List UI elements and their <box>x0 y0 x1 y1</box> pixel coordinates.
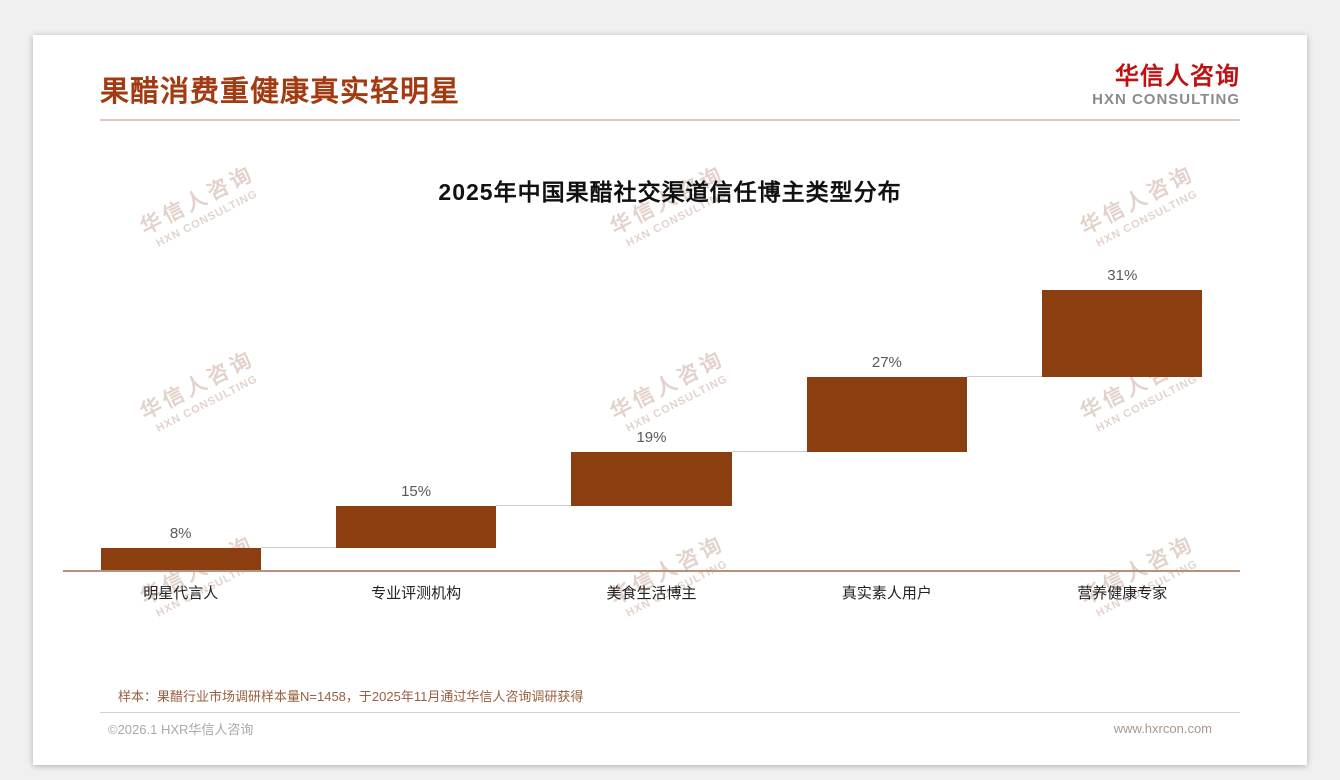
website-url: www.hxrcon.com <box>1113 721 1212 736</box>
bar-value-label: 27% <box>871 353 902 371</box>
category-label: 真实素人用户 <box>841 585 932 602</box>
bar-value-label: 19% <box>636 429 667 447</box>
waterfall-bar <box>806 376 967 453</box>
slide-card: 华信人咨询 HXN CONSULTING 华信人咨询 HXN CONSULTING 华信… <box>33 35 1307 765</box>
category-label: 美食生活博主 <box>606 585 697 602</box>
waterfall-chart: 8% 明星代言人 15% 专业评测机构 19% 美食生活博主 27% 真实素人用户 31% 营养健… <box>63 267 1240 602</box>
connector-line <box>731 451 807 453</box>
waterfall-bar <box>1042 290 1203 377</box>
x-axis-line <box>63 570 1240 572</box>
header-divider <box>100 119 1240 121</box>
connector-line <box>260 546 337 548</box>
sample-note: 样本：果醋行业市场调研样本量N=1458，于2025年11月通过华信人咨询调研获… <box>118 689 584 704</box>
connector-line <box>966 375 1043 377</box>
bar-value-label: 15% <box>401 482 432 500</box>
logo: 华信人咨询 HXN CONSULTING <box>1092 63 1240 108</box>
footer: ©2026.1 HXR华信人咨询 www.hxrcon.com <box>108 719 1212 738</box>
copyright-text: ©2026.1 HXR华信人咨询 <box>108 722 254 737</box>
chart-title: 2025年中国果醋社交渠道信任博主类型分布 <box>438 179 902 205</box>
category-label: 专业评测机构 <box>371 585 462 602</box>
footer-divider <box>100 712 1240 713</box>
logo-en-text: HXN CONSULTING <box>1092 90 1240 108</box>
category-label: 明星代言人 <box>143 585 219 602</box>
logo-cn-text: 华信人咨询 <box>1115 63 1240 90</box>
category-label: 营养健康专家 <box>1077 585 1168 602</box>
bar-value-label: 31% <box>1107 267 1138 284</box>
waterfall-bar <box>336 505 497 548</box>
page-title: 果醋消费重健康真实轻明星 <box>100 76 461 108</box>
waterfall-bar <box>571 452 732 506</box>
connector-line <box>496 504 572 506</box>
waterfall-bar <box>100 547 261 570</box>
bar-value-label: 8% <box>169 524 192 542</box>
